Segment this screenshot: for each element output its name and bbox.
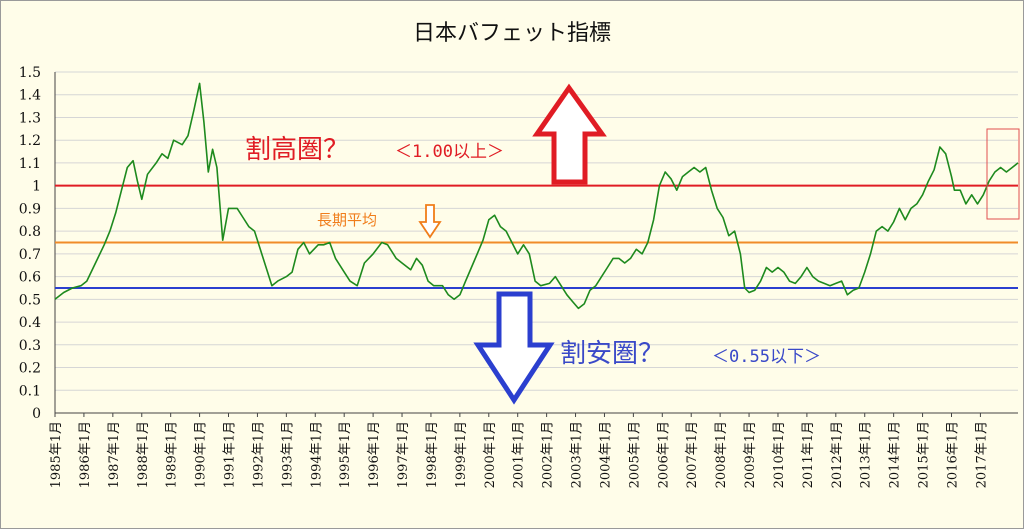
x-tick-label: 2008年1月 — [714, 421, 729, 488]
x-tick-label: 2001年1月 — [512, 421, 527, 488]
y-tick-label: 0.6 — [19, 270, 41, 286]
x-tick-label: 1986年1月 — [78, 421, 93, 488]
x-tick-label: 2014年1月 — [888, 421, 903, 488]
y-tick-label: 0.5 — [19, 292, 41, 308]
y-tick-label: 0.3 — [19, 338, 41, 354]
x-tick-label: 1991年1月 — [223, 421, 238, 488]
series-lines — [54, 82, 1019, 310]
series-line — [54, 82, 1019, 310]
x-tick-label: 1985年1月 — [49, 421, 64, 488]
x-tick-label: 1993年1月 — [280, 421, 295, 488]
average-annotation: 長期平均 — [317, 204, 442, 239]
x-tick-label: 1992年1月 — [251, 421, 266, 488]
y-tick-label: 1 — [32, 179, 41, 195]
x-tick-label: 2004年1月 — [598, 421, 613, 488]
y-tick-label: 0.8 — [19, 224, 41, 240]
x-tick-label: 2007年1月 — [685, 421, 700, 488]
x-tick-label: 1998年1月 — [425, 421, 440, 488]
reference-lines — [55, 184, 1018, 289]
x-tick-label: 2012年1月 — [830, 421, 845, 488]
x-tick-label: 1989年1月 — [165, 421, 180, 488]
down-arrow-icon — [473, 291, 555, 405]
x-tick-label: 2015年1月 — [917, 421, 932, 488]
y-tick-label: 0.9 — [19, 201, 41, 217]
chart-title: 日本バフェット指標 — [413, 21, 611, 46]
x-tick-label: 2000年1月 — [483, 421, 498, 488]
x-tick-label: 2010年1月 — [772, 421, 787, 488]
x-tick-label: 1987年1月 — [107, 421, 122, 488]
y-tick-label: 0.1 — [19, 383, 41, 399]
x-tick-label: 2002年1月 — [541, 421, 556, 488]
y-tick-label: 0.2 — [19, 361, 41, 377]
x-tick-label: 2009年1月 — [743, 421, 758, 488]
up-arrow-icon — [532, 83, 607, 185]
recent-highlight-box — [986, 128, 1020, 220]
x-tick-label: 1995年1月 — [338, 421, 353, 488]
y-tick-labels: 0 0.1 0.2 0.3 0.4 0.5 0.6 0.7 0.8 0.9 1 1.1 1.2 1.3 1.… — [19, 65, 41, 422]
undervalued-annotation: 割安圏？ ＜0.55以下＞ — [473, 291, 821, 405]
y-tick-label: 0 — [32, 406, 41, 422]
x-tick-label: 1988年1月 — [136, 421, 151, 488]
y-tick-label: 1.2 — [19, 133, 41, 149]
undervalued-label: 割安圏？ — [560, 339, 664, 369]
overvalued-threshold: ＜1.00以上＞ — [395, 142, 504, 162]
x-tick-label: 2017年1月 — [974, 421, 989, 488]
y-tick-label: 1.1 — [19, 156, 41, 172]
overvalued-annotation: 割高圏？ ＜1.00以上＞ — [245, 83, 607, 185]
x-tick-label: 1997年1月 — [396, 421, 411, 488]
x-tick-label: 2003年1月 — [570, 421, 585, 488]
undervalued-threshold: ＜0.55以下＞ — [712, 347, 821, 367]
y-tick-label: 1.5 — [19, 65, 41, 81]
x-tick-label: 2006年1月 — [656, 421, 671, 488]
y-tick-label: 1.4 — [19, 88, 41, 104]
y-tick-label: 1.3 — [19, 110, 41, 126]
y-tick-label: 0.4 — [19, 315, 41, 331]
x-tick-label: 2005年1月 — [627, 421, 642, 488]
x-tick-label: 2016年1月 — [945, 421, 960, 488]
x-tick-label: 2011年1月 — [801, 421, 816, 488]
overvalued-label: 割高圏？ — [245, 135, 349, 165]
x-tick-label: 1990年1月 — [194, 421, 209, 488]
x-tick-label: 1999年1月 — [454, 421, 469, 488]
x-tick-label: 1996年1月 — [367, 421, 382, 488]
y-tick-label: 0.7 — [19, 247, 41, 263]
x-tick-labels: 1985年1月 1986年1月 1987年1月 1988年1月 1989年1月 1990年… — [49, 413, 989, 488]
down-arrow-small-icon — [418, 204, 442, 239]
x-tick-label: 1994年1月 — [309, 421, 324, 488]
long-term-average-label: 長期平均 — [317, 211, 377, 229]
x-tick-label: 2013年1月 — [859, 421, 874, 488]
